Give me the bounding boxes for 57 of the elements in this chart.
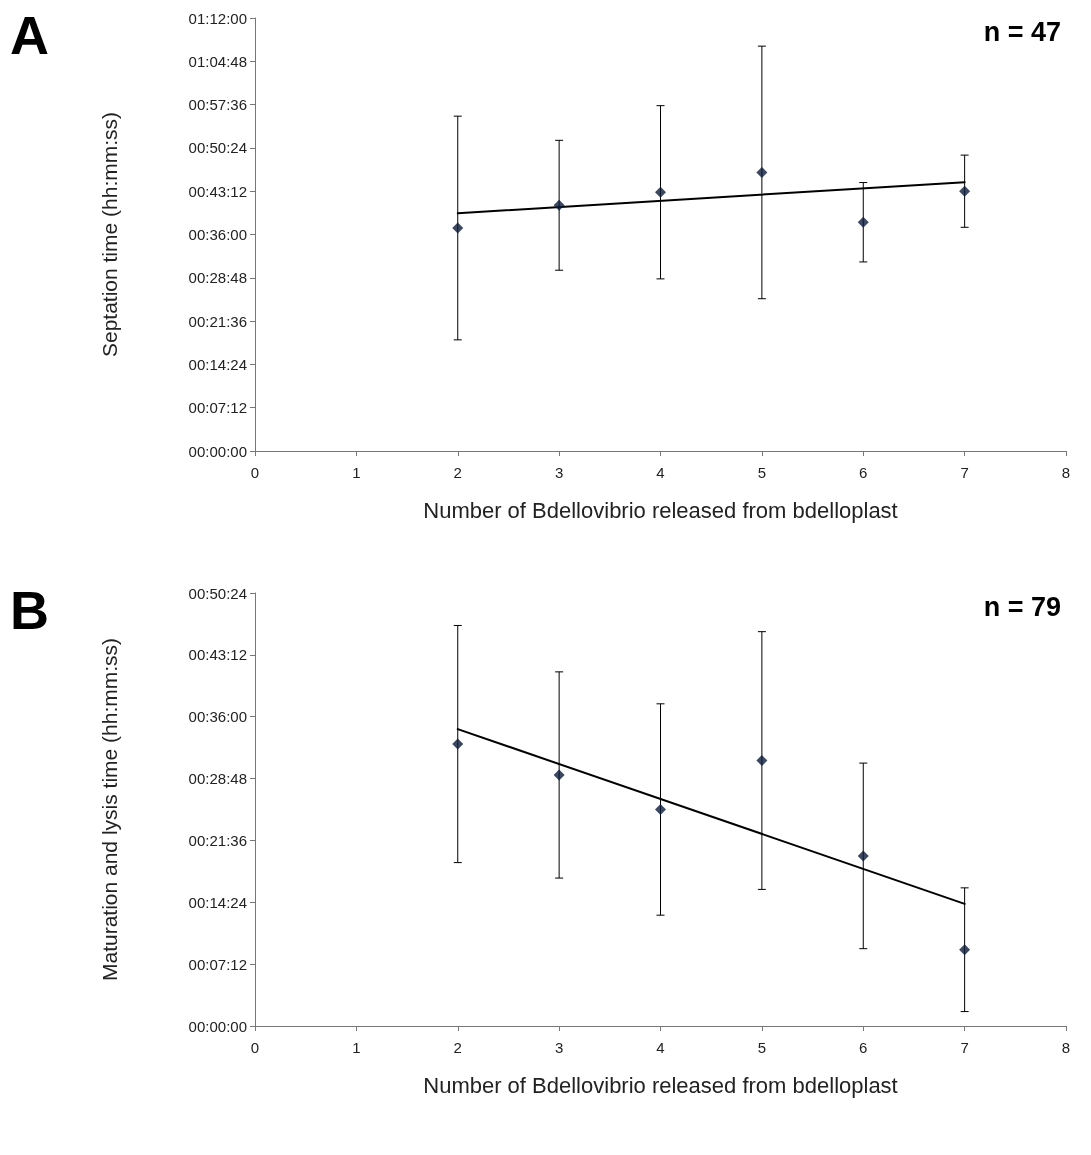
point [655, 186, 666, 198]
y-tick-label: 00:28:48 [188, 770, 247, 788]
y-tick-label: 00:43:12 [188, 182, 247, 200]
y-tick-label: 00:57:36 [188, 96, 247, 114]
x-tick-label: 0 [250, 1039, 260, 1056]
x-tick-label: 4 [656, 1039, 665, 1056]
x-tick-label: 2 [453, 464, 462, 481]
point [553, 199, 565, 211]
y-tick-label: 00:36:00 [188, 708, 247, 726]
x-tick-label: 6 [859, 1039, 868, 1056]
x-tick-label: 2 [453, 1039, 462, 1056]
point [959, 185, 971, 197]
y-tick-label: 00:21:36 [188, 831, 247, 849]
y-tick-label: 00:00:00 [188, 442, 247, 460]
x-tick-label: 1 [352, 464, 361, 481]
y-tick-label: 00:36:00 [188, 226, 247, 243]
y-tick-label: 00:14:24 [188, 893, 247, 911]
point [857, 216, 869, 228]
y-tick-label: 01:12:00 [188, 9, 247, 27]
point [452, 738, 464, 750]
y-tick-label: 00:07:12 [188, 399, 247, 417]
y-tick-label: 00:28:48 [188, 269, 247, 287]
point [857, 850, 869, 862]
y-tick-label: 00:50:24 [188, 139, 247, 157]
x-tick-label: 0 [250, 464, 260, 481]
text: A [10, 5, 49, 65]
x-tick-label: 3 [554, 464, 564, 481]
x-axis-title: Number of Bdellovibrio released from bdelloplast [423, 1072, 898, 1098]
y-axis-title: Maturation and lysis time (hh:mm:ss) [98, 637, 121, 982]
point [655, 804, 666, 815]
y-tick-label: 00:21:36 [188, 312, 247, 330]
annotation: n = 47 [983, 16, 1061, 47]
x-tick-label: 1 [352, 1039, 361, 1056]
y-axis-title: Septation time (hh:mm:ss) [98, 111, 121, 358]
text: B [10, 580, 49, 640]
x-tick-label: 8 [1061, 464, 1071, 481]
x-tick-label: 6 [859, 464, 868, 481]
y-tick-label: 00:14:24 [188, 355, 247, 373]
x-axis-title: Number of Bdellovibrio released from bdelloplast [423, 497, 898, 523]
point [452, 222, 464, 234]
point [756, 166, 768, 178]
x-tick-label: 7 [960, 464, 969, 481]
y-tick-label: 00:43:12 [188, 646, 247, 664]
x-tick-label: 5 [757, 464, 767, 481]
x-tick-label: 3 [554, 1039, 564, 1056]
y-tick-label: 00:00:00 [188, 1017, 247, 1035]
y-tick-label: 00:50:24 [188, 584, 247, 602]
x-tick-label: 7 [960, 1039, 969, 1056]
point [553, 769, 565, 781]
x-tick-label: 5 [757, 1039, 767, 1056]
x-tick-label: 4 [656, 464, 665, 481]
x-tick-label: 8 [1061, 1039, 1071, 1056]
annotation: n = 79 [983, 591, 1061, 622]
y-tick-label: 00:07:12 [188, 955, 247, 973]
y-tick-label: 01:04:48 [188, 52, 247, 70]
point [959, 944, 971, 956]
point [756, 755, 768, 767]
